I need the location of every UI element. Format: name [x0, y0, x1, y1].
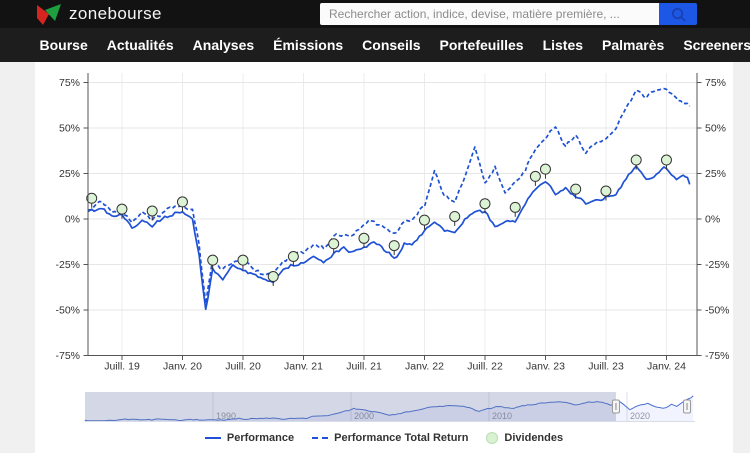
- x-axis-label: Juill. 21: [346, 361, 382, 373]
- top-header: zonebourse: [0, 0, 750, 28]
- nav-item-palmares[interactable]: Palmarès: [602, 37, 665, 53]
- dividend-marker[interactable]: [267, 271, 279, 283]
- solid-line-swatch: [204, 437, 221, 439]
- search-input[interactable]: [320, 3, 659, 25]
- x-axis-label: Juill. 22: [467, 361, 503, 373]
- main-nav: Bourse Actualités Analyses Émissions Con…: [0, 28, 750, 62]
- navigator-year-label: 2020: [630, 411, 650, 421]
- performance-chart: 1990 2000 2010 2020 75% 75% 50% 50% 25% 25% 0% 0% -2…: [55, 73, 730, 422]
- x-axis-label: Juill. 19: [104, 361, 140, 373]
- dividend-dot-swatch: [486, 432, 499, 444]
- dividend-marker[interactable]: [630, 154, 642, 166]
- dividend-marker[interactable]: [358, 232, 370, 244]
- navigator-year-label: 2000: [354, 411, 374, 421]
- chart-legend: Performance Performance Total Return Div…: [35, 432, 733, 444]
- dividend-marker[interactable]: [237, 254, 249, 266]
- x-axis-label: Janv. 21: [284, 361, 323, 373]
- legend-item-total-return[interactable]: Performance Total Return: [312, 432, 468, 444]
- nav-item-emissions[interactable]: Émissions: [273, 37, 344, 53]
- logo[interactable]: zonebourse: [36, 2, 162, 26]
- y-axis-label-left: -75%: [55, 350, 80, 362]
- dividend-marker[interactable]: [660, 154, 672, 166]
- nav-item-conseils[interactable]: Conseils: [362, 37, 421, 53]
- x-axis-label: Janv. 22: [405, 361, 444, 373]
- performance-line: [88, 165, 691, 311]
- logo-text: zonebourse: [69, 4, 162, 23]
- y-axis-label-right: 0%: [705, 214, 720, 226]
- search-icon: [671, 7, 686, 22]
- x-axis-label: Juill. 20: [225, 361, 261, 373]
- search-bar: [320, 3, 697, 25]
- legend-label-total-return: Performance Total Return: [334, 432, 469, 444]
- zonebourse-logo-icon: [37, 3, 61, 25]
- dividend-marker[interactable]: [116, 203, 128, 215]
- axes: 75% 75% 50% 50% 25% 25% 0% 0% -25% -25% -50% -50% -7…: [55, 73, 730, 373]
- dividend-marker[interactable]: [388, 240, 400, 252]
- y-axis-label-right: 25%: [705, 168, 726, 180]
- navigator: 1990 2000 2010 2020: [84, 392, 695, 422]
- legend-label-performance: Performance: [226, 432, 295, 444]
- x-axis-label: Janv. 20: [163, 361, 202, 373]
- dashed-line-swatch: [312, 437, 329, 439]
- y-axis-label-right: -75%: [705, 350, 730, 362]
- dividend-marker[interactable]: [86, 192, 98, 204]
- nav-item-screeners[interactable]: Screeners: [683, 37, 750, 53]
- nav-item-actualites[interactable]: Actualités: [106, 37, 174, 53]
- navigator-handle-right[interactable]: [683, 399, 692, 414]
- dividend-marker[interactable]: [509, 201, 521, 213]
- dividend-marker[interactable]: [328, 238, 340, 250]
- dividend-marker[interactable]: [479, 198, 491, 210]
- y-axis-label-right: -25%: [705, 259, 730, 271]
- navigator-year-label: 1990: [216, 411, 236, 421]
- navigator-year-label: 2010: [492, 411, 512, 421]
- dividend-marker[interactable]: [176, 196, 188, 208]
- y-axis-label-right: -50%: [705, 305, 730, 317]
- navigator-handle-left[interactable]: [611, 399, 620, 414]
- x-axis-label: Juill. 23: [588, 361, 624, 373]
- dividend-marker[interactable]: [600, 185, 612, 197]
- dividend-marker[interactable]: [529, 170, 541, 182]
- y-axis-label-right: 75%: [705, 77, 726, 89]
- x-axis-label: Janv. 24: [647, 361, 686, 373]
- x-axis-label: Janv. 23: [526, 361, 565, 373]
- dividend-marker[interactable]: [418, 214, 430, 226]
- total-return-line: [88, 87, 691, 305]
- nav-item-analyses[interactable]: Analyses: [192, 37, 255, 53]
- nav-item-bourse[interactable]: Bourse: [39, 37, 88, 53]
- grid: [88, 73, 697, 356]
- legend-item-performance[interactable]: Performance: [204, 432, 295, 444]
- nav-item-portefeuilles[interactable]: Portefeuilles: [439, 37, 524, 53]
- y-axis-label-left: -25%: [55, 259, 80, 271]
- y-axis-label-right: 50%: [705, 123, 726, 135]
- dividend-marker[interactable]: [539, 163, 551, 175]
- search-button[interactable]: [659, 3, 697, 25]
- y-axis-label-left: -50%: [55, 305, 80, 317]
- navigator-mask[interactable]: [85, 392, 616, 422]
- nav-item-listes[interactable]: Listes: [542, 37, 584, 53]
- dividend-marker[interactable]: [207, 254, 219, 266]
- dividend-marker[interactable]: [287, 251, 299, 262]
- y-axis-label-left: 75%: [59, 77, 80, 89]
- y-axis-label-left: 0%: [65, 214, 80, 226]
- dividend-marker[interactable]: [146, 205, 158, 217]
- dividend-markers: [86, 154, 672, 287]
- series: [88, 87, 691, 311]
- y-axis-label-left: 50%: [59, 123, 80, 135]
- legend-label-dividendes: Dividendes: [504, 432, 564, 444]
- legend-item-dividendes[interactable]: Dividendes: [486, 432, 563, 444]
- dividend-marker[interactable]: [570, 183, 582, 195]
- dividend-marker[interactable]: [449, 210, 461, 222]
- y-axis-label-left: 25%: [59, 168, 80, 180]
- chart-area: 1990 2000 2010 2020 75% 75% 50% 50% 25% 25% 0% 0% -2…: [0, 62, 750, 453]
